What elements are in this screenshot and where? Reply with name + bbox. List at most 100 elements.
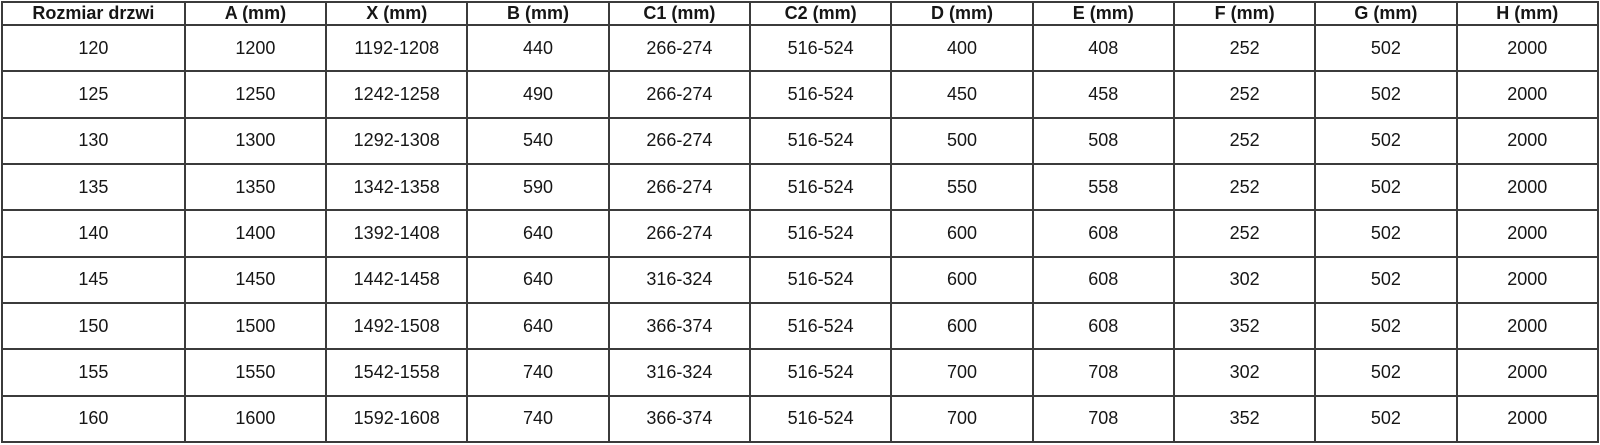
table-cell: 516-524 [748,255,893,304]
table-cell: 740 [466,348,610,397]
table-cell: 516-524 [748,301,893,351]
table-cell: 302 [1172,348,1317,397]
table-cell: 1550 [183,348,328,397]
table-cell: 2000 [1455,301,1600,351]
table-cell: 516-524 [748,23,893,73]
table-row: 160 1600 1592-1608 740 366-374 516-524 700 708 3… [1,394,1600,444]
table-cell: 2000 [1455,209,1600,258]
table-cell: 2000 [1455,23,1600,73]
table-header: Rozmiar drzwi A (mm) X (mm) B (mm) C1 (mm) C2… [1,1,1600,26]
table-cell: 2000 [1455,162,1600,212]
table-cell: 1300 [183,116,328,165]
header-cell: C2 (mm) [748,1,893,26]
table-row: 125 1250 1242-1258 490 266-274 516-524 450 458 2… [1,70,1600,119]
table-cell: 440 [466,23,610,73]
table-cell: 1192-1208 [325,23,469,73]
table-cell: 252 [1172,23,1317,73]
table-cell: 502 [1314,70,1458,119]
table-body: 120 1200 1192-1208 440 266-274 516-524 400 408 2… [1,23,1600,444]
table-row: 155 1550 1542-1558 740 316-324 516-524 700 708 3… [1,348,1600,397]
table-cell: 1492-1508 [325,301,469,351]
table-cell: 252 [1172,116,1317,165]
table-cell: 352 [1172,394,1317,444]
table-cell: 600 [890,301,1034,351]
table-cell: 266-274 [607,209,752,258]
table-cell: 708 [1031,394,1175,444]
table-cell: 252 [1172,209,1317,258]
table-cell: 400 [890,23,1034,73]
table-row: 140 1400 1392-1408 640 266-274 516-524 600 608 2… [1,209,1600,258]
table-cell: 608 [1031,255,1175,304]
table-cell: 450 [890,70,1034,119]
table-cell: 266-274 [607,70,752,119]
table-cell: 316-324 [607,348,752,397]
table-cell: 600 [890,209,1034,258]
header-cell: Rozmiar drzwi [1,1,186,26]
table-cell: 502 [1314,394,1458,444]
table-cell: 1292-1308 [325,116,469,165]
table-cell: 640 [466,255,610,304]
table-cell: 708 [1031,348,1175,397]
table-cell: 135 [1,162,186,212]
table-cell: 160 [1,394,186,444]
table-cell: 458 [1031,70,1175,119]
table-cell: 516-524 [748,162,893,212]
table-cell: 140 [1,209,186,258]
table-cell: 266-274 [607,23,752,73]
table-cell: 502 [1314,162,1458,212]
table-cell: 640 [466,301,610,351]
table-cell: 516-524 [748,348,893,397]
table-cell: 502 [1314,23,1458,73]
table-cell: 516-524 [748,209,893,258]
header-cell: B (mm) [466,1,610,26]
table-cell: 740 [466,394,610,444]
table-cell: 700 [890,348,1034,397]
table-cell: 1342-1358 [325,162,469,212]
header-cell: C1 (mm) [607,1,752,26]
table-cell: 2000 [1455,70,1600,119]
table-cell: 1500 [183,301,328,351]
table-cell: 590 [466,162,610,212]
table-cell: 502 [1314,255,1458,304]
table-cell: 700 [890,394,1034,444]
table-cell: 540 [466,116,610,165]
header-cell: F (mm) [1172,1,1317,26]
table-cell: 1242-1258 [325,70,469,119]
table-cell: 608 [1031,209,1175,258]
table-cell: 145 [1,255,186,304]
table-row: 135 1350 1342-1358 590 266-274 516-524 550 558 2… [1,162,1600,212]
table-cell: 1250 [183,70,328,119]
table-cell: 1450 [183,255,328,304]
table-cell: 600 [890,255,1034,304]
table-row: 145 1450 1442-1458 640 316-324 516-524 600 608 3… [1,255,1600,304]
header-cell: H (mm) [1455,1,1600,26]
table-cell: 1400 [183,209,328,258]
table-cell: 352 [1172,301,1317,351]
table-cell: 640 [466,209,610,258]
table-cell: 490 [466,70,610,119]
table-cell: 1442-1458 [325,255,469,304]
table-cell: 252 [1172,162,1317,212]
table-cell: 1200 [183,23,328,73]
table-cell: 608 [1031,301,1175,351]
table-cell: 408 [1031,23,1175,73]
table-row: 130 1300 1292-1308 540 266-274 516-524 500 508 2… [1,116,1600,165]
table-cell: 502 [1314,348,1458,397]
table-cell: 120 [1,23,186,73]
table-cell: 125 [1,70,186,119]
table-cell: 516-524 [748,70,893,119]
table-cell: 508 [1031,116,1175,165]
table-cell: 266-274 [607,116,752,165]
table-cell: 366-374 [607,301,752,351]
table-cell: 1542-1558 [325,348,469,397]
table-row: 120 1200 1192-1208 440 266-274 516-524 400 408 2… [1,23,1600,73]
table-cell: 150 [1,301,186,351]
header-row: Rozmiar drzwi A (mm) X (mm) B (mm) C1 (mm) C2… [1,1,1600,26]
table-cell: 1592-1608 [325,394,469,444]
table-cell: 558 [1031,162,1175,212]
table-cell: 2000 [1455,348,1600,397]
table-cell: 516-524 [748,394,893,444]
table-cell: 2000 [1455,116,1600,165]
